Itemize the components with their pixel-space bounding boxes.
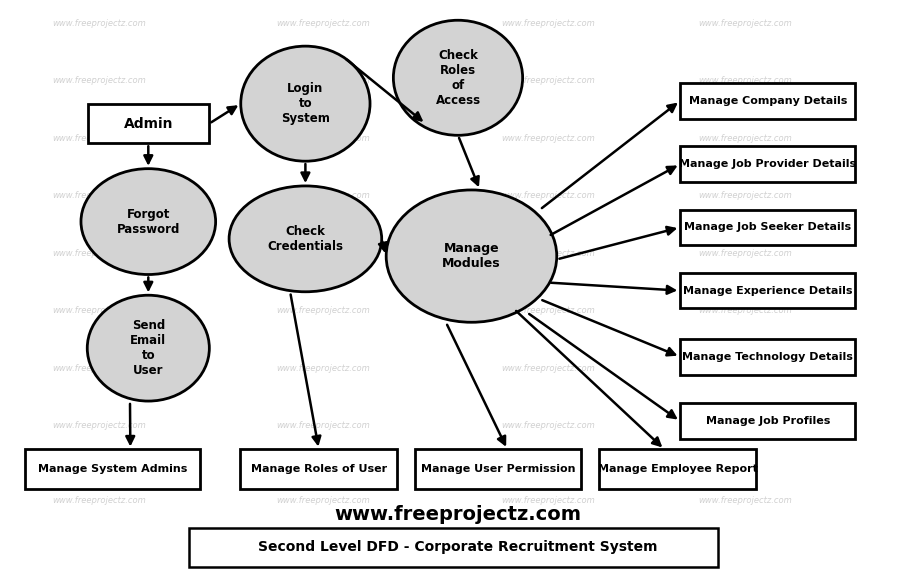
Text: www.freeprojectz.com: www.freeprojectz.com: [698, 191, 792, 200]
Text: www.freeprojectz.com: www.freeprojectz.com: [277, 249, 370, 258]
Text: www.freeprojectz.com: www.freeprojectz.com: [52, 19, 146, 28]
Text: www.freeprojectz.com: www.freeprojectz.com: [501, 364, 594, 373]
Text: Admin: Admin: [124, 117, 173, 131]
FancyBboxPatch shape: [189, 528, 718, 567]
Ellipse shape: [387, 190, 557, 322]
Text: Manage System Admins: Manage System Admins: [38, 464, 187, 474]
Text: Check
Credentials: Check Credentials: [267, 225, 344, 253]
FancyBboxPatch shape: [25, 450, 200, 488]
FancyBboxPatch shape: [88, 104, 209, 143]
Text: www.freeprojectz.com: www.freeprojectz.com: [277, 19, 370, 28]
Text: www.freeprojectz.com: www.freeprojectz.com: [501, 496, 594, 505]
Text: www.freeprojectz.com: www.freeprojectz.com: [52, 249, 146, 258]
Text: www.freeprojectz.com: www.freeprojectz.com: [52, 134, 146, 143]
Text: www.freeprojectz.com: www.freeprojectz.com: [277, 364, 370, 373]
Text: Login
to
System: Login to System: [281, 82, 330, 125]
Text: Forgot
Password: Forgot Password: [116, 208, 180, 235]
Text: Manage Employee Report: Manage Employee Report: [598, 464, 758, 474]
Text: www.freeprojectz.com: www.freeprojectz.com: [501, 76, 594, 85]
FancyBboxPatch shape: [599, 450, 757, 488]
FancyBboxPatch shape: [681, 146, 856, 182]
Text: www.freeprojectz.com: www.freeprojectz.com: [698, 496, 792, 505]
Text: www.freeprojectz.com: www.freeprojectz.com: [698, 249, 792, 258]
Text: www.freeprojectz.com: www.freeprojectz.com: [698, 76, 792, 85]
Text: www.freeprojectz.com: www.freeprojectz.com: [334, 505, 582, 524]
Text: www.freeprojectz.com: www.freeprojectz.com: [277, 306, 370, 315]
Ellipse shape: [229, 186, 382, 292]
Text: www.freeprojectz.com: www.freeprojectz.com: [52, 306, 146, 315]
Text: www.freeprojectz.com: www.freeprojectz.com: [277, 421, 370, 430]
FancyBboxPatch shape: [240, 450, 398, 488]
Text: Manage Technology Details: Manage Technology Details: [682, 352, 853, 362]
Text: Manage Roles of User: Manage Roles of User: [251, 464, 387, 474]
Ellipse shape: [87, 295, 210, 401]
Text: www.freeprojectz.com: www.freeprojectz.com: [698, 364, 792, 373]
Text: Manage Company Details: Manage Company Details: [689, 96, 847, 106]
Text: Manage Job Seeker Details: Manage Job Seeker Details: [684, 222, 851, 232]
Text: www.freeprojectz.com: www.freeprojectz.com: [698, 19, 792, 28]
FancyBboxPatch shape: [681, 83, 856, 119]
Text: Manage
Modules: Manage Modules: [442, 242, 501, 270]
Text: Manage Experience Details: Manage Experience Details: [683, 286, 853, 296]
Text: www.freeprojectz.com: www.freeprojectz.com: [501, 191, 594, 200]
Text: www.freeprojectz.com: www.freeprojectz.com: [52, 76, 146, 85]
Text: www.freeprojectz.com: www.freeprojectz.com: [501, 134, 594, 143]
Ellipse shape: [241, 46, 370, 161]
FancyBboxPatch shape: [681, 339, 856, 375]
Text: www.freeprojectz.com: www.freeprojectz.com: [698, 134, 792, 143]
Text: www.freeprojectz.com: www.freeprojectz.com: [277, 76, 370, 85]
Ellipse shape: [393, 21, 523, 136]
Text: www.freeprojectz.com: www.freeprojectz.com: [501, 19, 594, 28]
FancyBboxPatch shape: [681, 210, 856, 245]
Text: www.freeprojectz.com: www.freeprojectz.com: [277, 496, 370, 505]
Text: Manage Job Profiles: Manage Job Profiles: [705, 416, 830, 426]
Text: www.freeprojectz.com: www.freeprojectz.com: [277, 191, 370, 200]
Text: www.freeprojectz.com: www.freeprojectz.com: [277, 134, 370, 143]
Text: www.freeprojectz.com: www.freeprojectz.com: [501, 306, 594, 315]
Text: www.freeprojectz.com: www.freeprojectz.com: [52, 364, 146, 373]
FancyBboxPatch shape: [681, 403, 856, 439]
Text: Send
Email
to
User: Send Email to User: [130, 319, 167, 377]
Text: Manage Job Provider Details: Manage Job Provider Details: [679, 159, 856, 169]
Text: www.freeprojectz.com: www.freeprojectz.com: [52, 496, 146, 505]
Ellipse shape: [81, 168, 215, 275]
Text: Check
Roles
of
Access: Check Roles of Access: [435, 49, 481, 107]
FancyBboxPatch shape: [681, 273, 856, 308]
Text: www.freeprojectz.com: www.freeprojectz.com: [52, 421, 146, 430]
Text: www.freeprojectz.com: www.freeprojectz.com: [698, 306, 792, 315]
Text: www.freeprojectz.com: www.freeprojectz.com: [698, 421, 792, 430]
Text: www.freeprojectz.com: www.freeprojectz.com: [52, 191, 146, 200]
Text: www.freeprojectz.com: www.freeprojectz.com: [501, 421, 594, 430]
Text: www.freeprojectz.com: www.freeprojectz.com: [501, 249, 594, 258]
Text: Manage User Permission: Manage User Permission: [421, 464, 575, 474]
FancyBboxPatch shape: [415, 450, 582, 488]
Text: Second Level DFD - Corporate Recruitment System: Second Level DFD - Corporate Recruitment…: [258, 540, 658, 554]
